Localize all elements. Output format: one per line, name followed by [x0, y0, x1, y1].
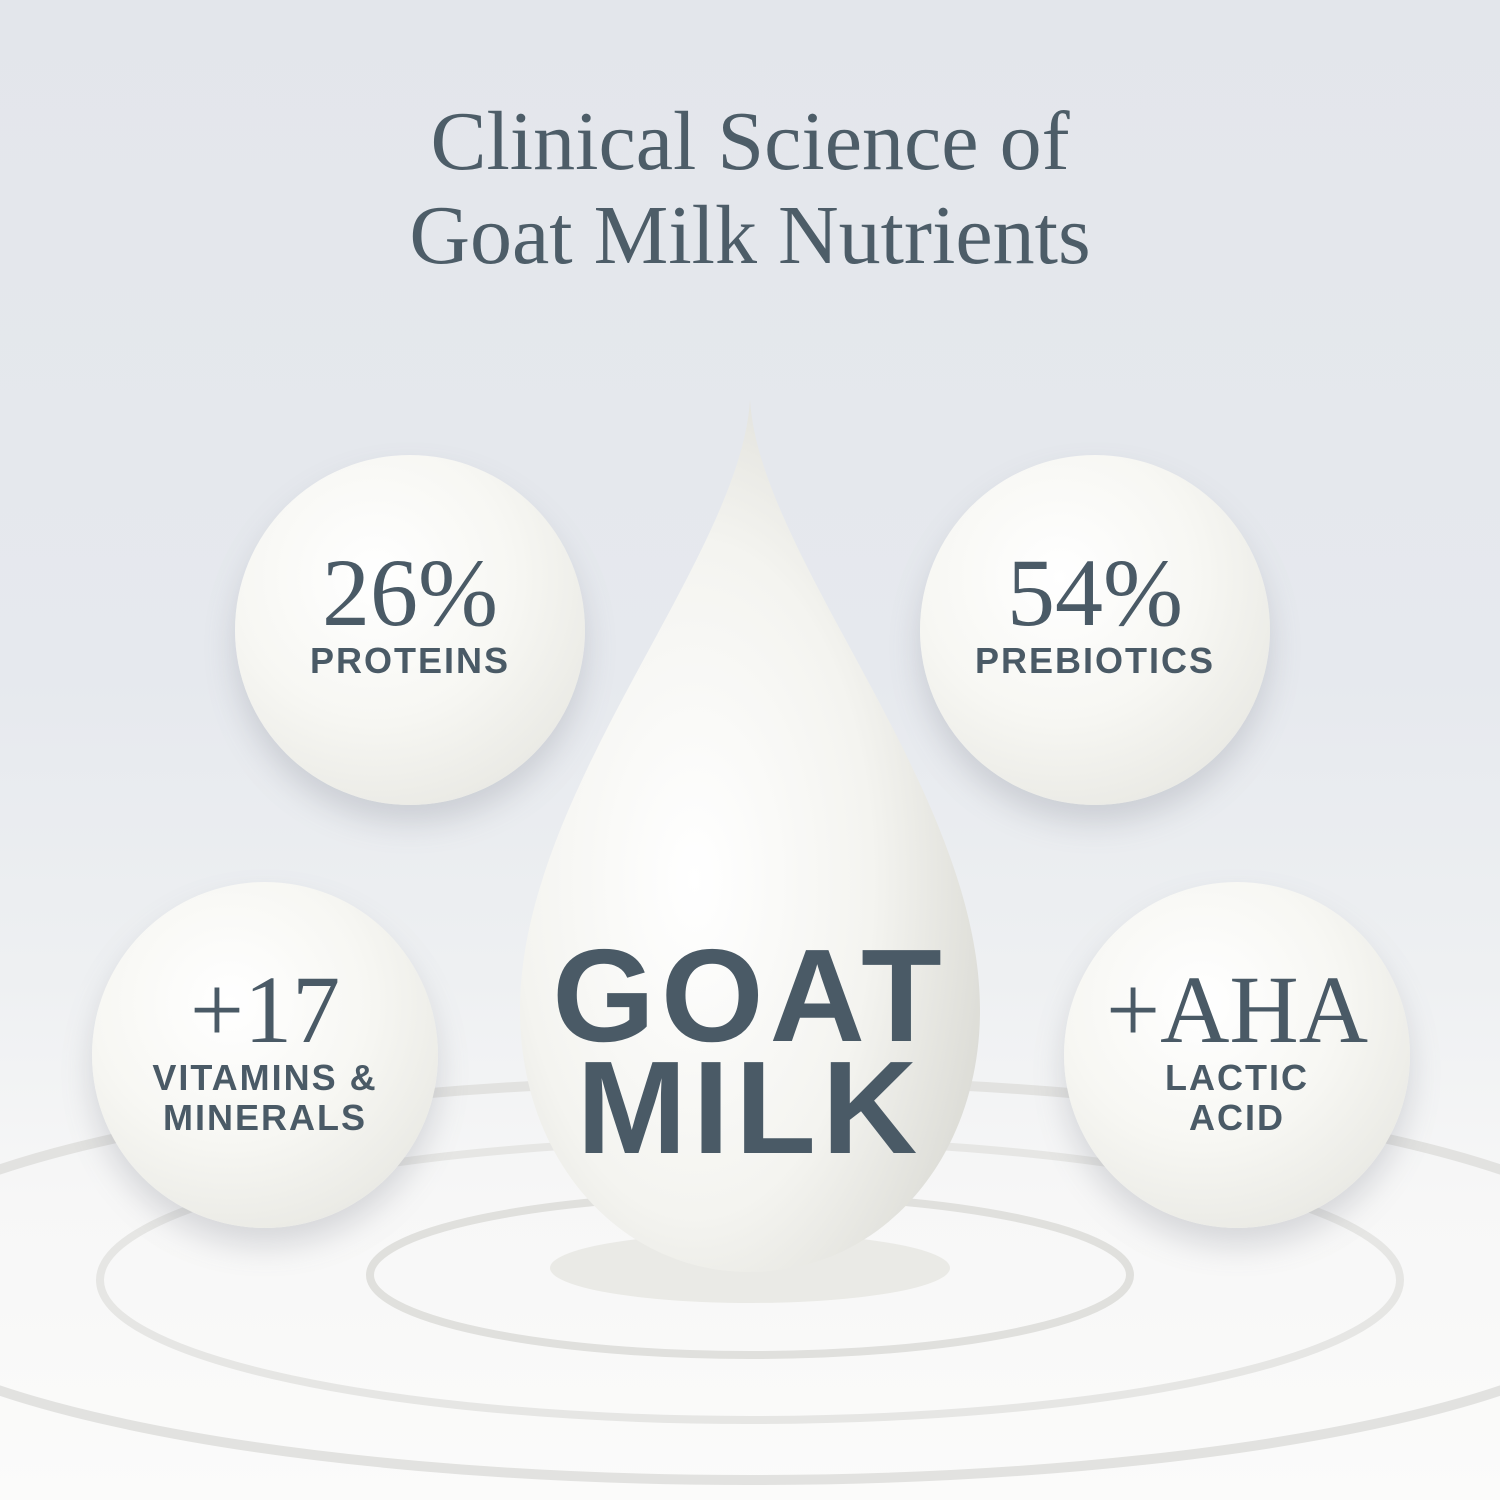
goat-milk-line-2: MILK [576, 1034, 924, 1181]
goat-milk-label: GOAT MILK [500, 922, 1000, 1181]
bubble-label: ACID [1189, 1097, 1285, 1138]
bubble-proteins: 26% PROTEINS [235, 455, 585, 805]
bubble-prebiotics: 54% PREBIOTICS [920, 455, 1270, 805]
bubble-label: VITAMINS & [152, 1057, 378, 1098]
bubble-label: PREBIOTICS [974, 640, 1216, 681]
bubble-value: 26% [322, 539, 498, 646]
bubble-aha-lactic-acid: +AHA LACTIC ACID [1064, 882, 1410, 1228]
goat-milk-line-1: GOAT [552, 922, 948, 1069]
page-title: Clinical Science of Goat Milk Nutrients [0, 95, 1500, 283]
title-line-2: Goat Milk Nutrients [409, 189, 1091, 282]
bubble-vitamins-minerals: +17 VITAMINS & MINERALS [92, 882, 438, 1228]
bubble-value: +17 [189, 956, 341, 1063]
title-line-1: Clinical Science of [430, 95, 1070, 188]
bubble-value: 54% [1007, 539, 1183, 646]
bubble-label: MINERALS [163, 1097, 367, 1138]
bubble-label: PROTEINS [309, 640, 511, 681]
bubble-value: +AHA [1105, 956, 1369, 1063]
bubble-label: LACTIC [1165, 1057, 1309, 1098]
